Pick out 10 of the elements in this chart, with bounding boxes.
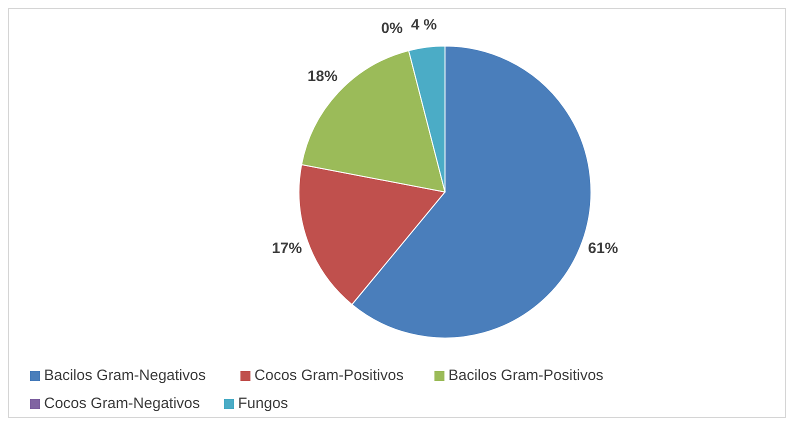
data-label: 18%: [308, 68, 338, 85]
legend-label: Cocos Gram-Negativos: [44, 394, 200, 412]
data-label: 4 %: [411, 16, 437, 34]
data-label: 17%: [272, 240, 302, 257]
legend-label: Cocos Gram-Positivos: [254, 366, 404, 384]
legend-label: Fungos: [238, 394, 288, 412]
legend-label: Bacilos Gram-Negativos: [44, 366, 206, 384]
text: 0%: [381, 20, 403, 38]
legend-label: Bacilos Gram-Positivos: [448, 366, 604, 384]
data-label: 61%: [588, 240, 618, 257]
